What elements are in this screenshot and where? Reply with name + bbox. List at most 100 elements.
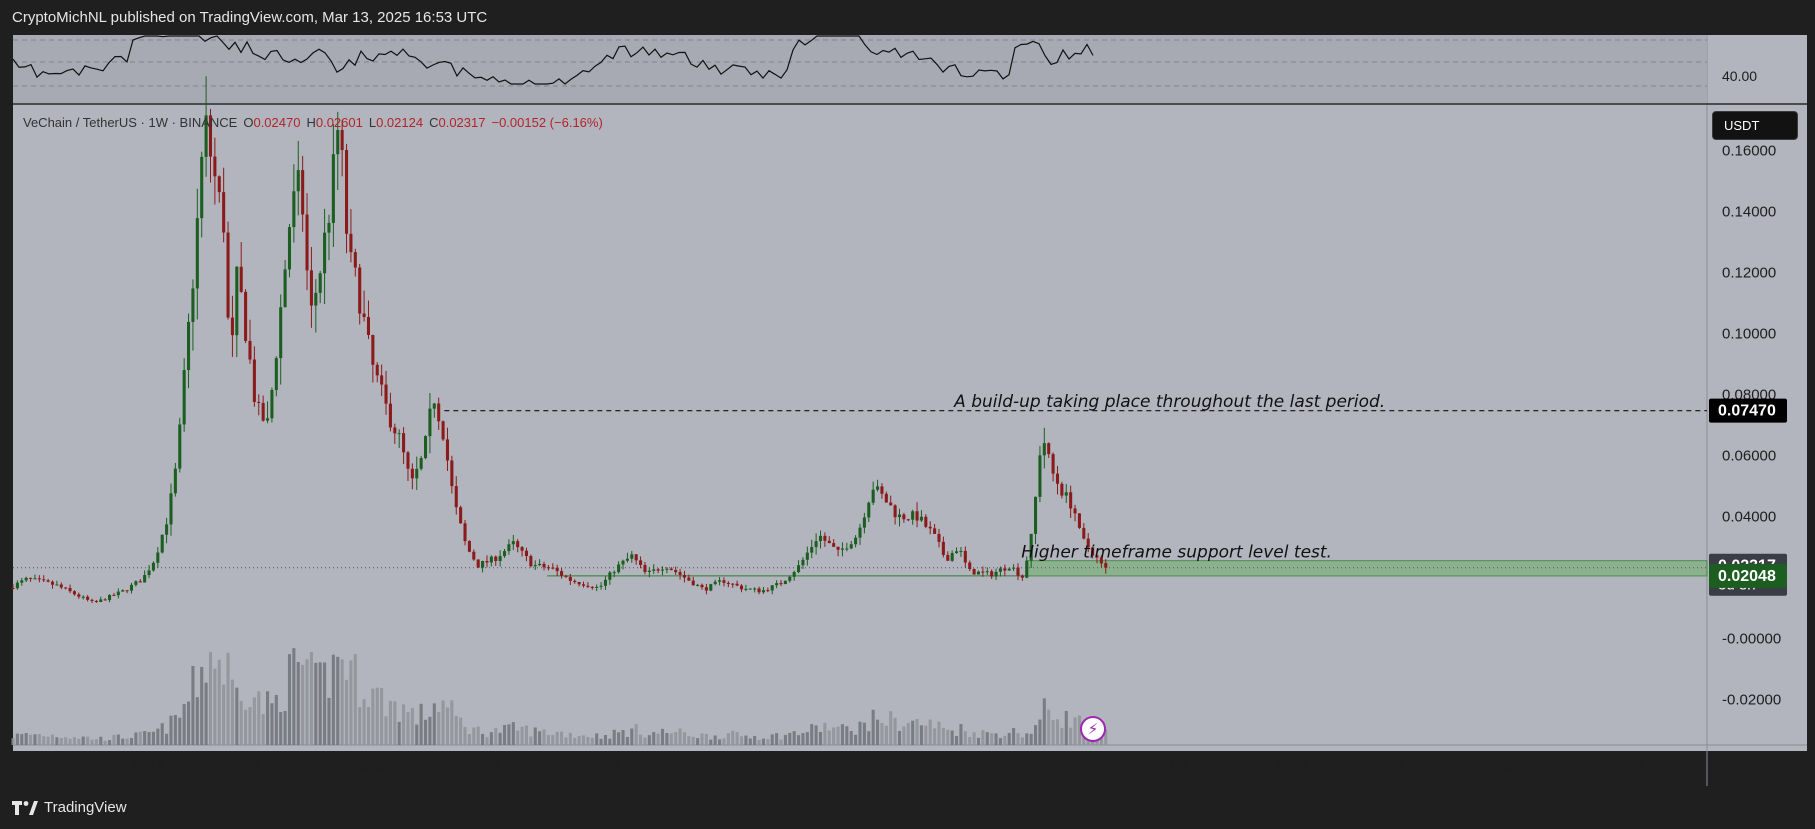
candle-body — [213, 156, 217, 177]
volume-bar — [437, 711, 441, 745]
volume-bar — [1055, 719, 1060, 745]
volume-bar — [941, 727, 945, 745]
volume-bar — [305, 659, 309, 745]
volume-bar — [775, 733, 779, 745]
price-tick-label: 0.04000 — [1722, 508, 1776, 525]
candle-body — [340, 130, 344, 151]
volume-bar — [757, 739, 761, 745]
candle-body — [459, 507, 463, 524]
volume-bar — [933, 728, 937, 745]
candle-body — [309, 270, 313, 306]
volume-bar — [1038, 719, 1042, 745]
change-value: −0.00152 (−6.16%) — [491, 115, 603, 130]
volume-bar — [213, 668, 217, 745]
candle-body — [108, 594, 112, 601]
volume-bar — [801, 733, 805, 745]
candle-body — [397, 433, 401, 435]
volume-bar — [129, 738, 134, 745]
volume-bar — [502, 724, 507, 745]
price-chart[interactable]: 40.000.160000.140000.120000.100000.08000… — [0, 0, 1815, 786]
volume-bar — [454, 715, 458, 745]
candle-body — [560, 571, 564, 576]
candle-body — [11, 588, 15, 590]
candle-body — [871, 489, 875, 503]
candle-body — [1082, 527, 1086, 539]
volume-bar — [595, 733, 599, 745]
volume-bar — [696, 738, 700, 745]
volume-bar — [1007, 732, 1011, 745]
candle-body — [222, 192, 226, 233]
volume-bar — [261, 713, 265, 745]
volume-bar — [1016, 733, 1020, 745]
candle-body — [1020, 575, 1024, 578]
volume-bar — [90, 739, 94, 745]
time-tick-label: 2027 — [1504, 757, 1537, 774]
volume-bar — [713, 735, 717, 745]
low-label: L — [368, 115, 377, 130]
volume-bar — [955, 735, 959, 745]
price-tick-label: 0.14000 — [1722, 204, 1776, 221]
candle-body — [1012, 567, 1016, 569]
candle-body — [1069, 492, 1073, 509]
candle-body — [884, 493, 888, 503]
volume-bar — [279, 712, 283, 745]
candle-body — [968, 562, 972, 570]
candle-body — [266, 418, 270, 421]
volume-bar — [134, 732, 138, 745]
volume-bar — [621, 729, 625, 745]
candle-body — [410, 468, 414, 479]
candle-body — [911, 511, 915, 520]
volume-bar — [173, 714, 177, 745]
volume-bar — [568, 732, 572, 745]
volume-bar — [248, 707, 252, 745]
lightning-icon[interactable]: ⚡ — [1080, 716, 1106, 742]
candle-body — [77, 594, 81, 597]
volume-bar — [1034, 725, 1038, 745]
volume-bar — [660, 728, 665, 745]
candle-body — [906, 519, 910, 521]
candle-body — [805, 552, 809, 560]
open-value: 0.02470 — [253, 115, 301, 130]
candle-body — [423, 436, 428, 459]
price-label-box — [1709, 563, 1787, 588]
volume-bar — [230, 679, 234, 745]
candle-body — [445, 439, 450, 461]
candle-body — [573, 580, 577, 583]
candle-body — [467, 541, 471, 552]
candle-body — [450, 460, 454, 487]
candle-body — [353, 252, 357, 268]
footer: TradingView — [0, 786, 1815, 829]
candle-body — [713, 581, 717, 585]
volume-bar — [68, 738, 72, 745]
volume-bar — [573, 737, 577, 745]
volume-bar — [546, 735, 550, 745]
publish-info: CryptoMichNL published on TradingView.co… — [0, 0, 1815, 35]
candle-body — [893, 505, 897, 518]
volume-bar — [81, 736, 85, 745]
candle-body — [200, 156, 204, 219]
volume-bar — [1012, 728, 1016, 745]
currency-button[interactable]: USDT — [1712, 111, 1798, 140]
annotation-1: Higher timeframe support level test. — [1021, 542, 1332, 562]
volume-bar — [1042, 698, 1046, 745]
volume-bar — [112, 734, 116, 745]
volume-bar — [722, 738, 726, 745]
candle-body — [498, 556, 502, 562]
volume-bar — [704, 733, 708, 745]
volume-bar — [252, 697, 256, 745]
candle-body — [761, 590, 765, 593]
volume-bar — [656, 733, 660, 745]
candle-body — [766, 590, 770, 592]
volume-bar — [99, 736, 103, 745]
candle-body — [366, 317, 371, 335]
volume-bar — [612, 729, 616, 745]
volume-bar — [371, 688, 375, 745]
volume-bar — [783, 734, 787, 745]
candle-body — [344, 150, 349, 234]
candle-body — [1064, 492, 1068, 496]
volume-bar — [489, 732, 493, 745]
volume-bar — [432, 703, 436, 745]
volume-bar — [314, 662, 318, 745]
candle-body — [375, 364, 379, 376]
candle-body — [955, 551, 959, 554]
